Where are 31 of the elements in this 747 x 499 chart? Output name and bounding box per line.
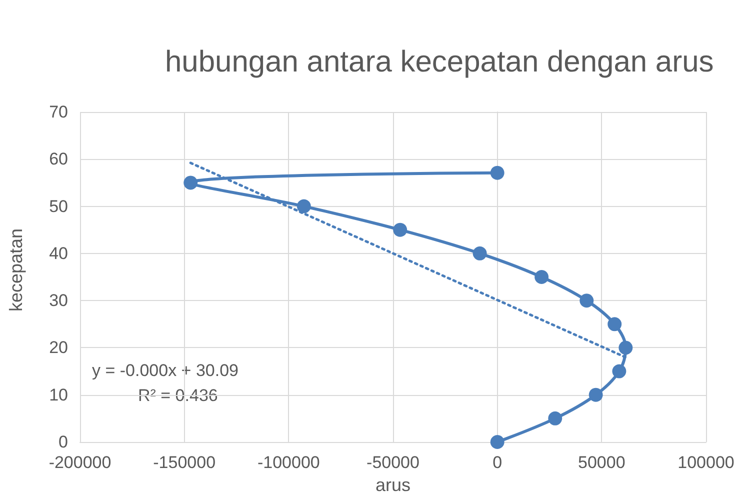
point	[534, 270, 549, 284]
y-tick-label: 30	[49, 291, 68, 310]
y-tick-label: 10	[49, 385, 68, 404]
point	[393, 222, 408, 237]
point	[580, 294, 594, 308]
x-tick-label: -200000	[48, 453, 112, 472]
y-tick-label: 50	[49, 196, 68, 216]
y-tick-label: 40	[49, 244, 68, 263]
point	[618, 340, 633, 355]
point	[296, 199, 311, 214]
point	[588, 388, 603, 402]
x-tick-label: 0	[492, 453, 502, 472]
point	[548, 411, 562, 426]
x-tick-label: -50000	[366, 453, 420, 472]
point	[612, 364, 626, 378]
y-tick-label: 20	[49, 338, 68, 358]
chart-title: hubungan antara kecepatan dengan arus	[165, 46, 714, 78]
x-tick-label: 100000	[678, 453, 734, 472]
point	[472, 246, 487, 260]
x-tick-label: -150000	[153, 453, 216, 472]
point	[608, 317, 622, 332]
point	[490, 435, 504, 449]
y-tick-label: 70	[49, 102, 68, 122]
point	[490, 166, 504, 180]
x-tick-label: 50000	[578, 453, 626, 472]
y-tick-label: 60	[49, 150, 68, 169]
x-axis-title: arus	[375, 475, 411, 495]
y-tick-label: 0	[58, 432, 68, 452]
y-axis-title: kecepatan	[6, 228, 26, 312]
point	[184, 176, 198, 190]
x-tick-label: -100000	[257, 453, 320, 472]
